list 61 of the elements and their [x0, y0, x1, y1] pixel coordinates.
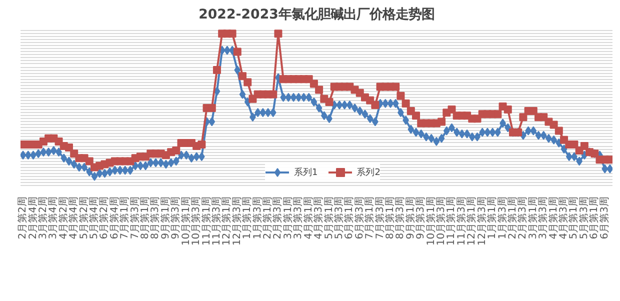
x-tick-label: 6月第3周 [598, 196, 610, 240]
x-tick-label: 10月第1周 [180, 196, 192, 246]
x-tick-label: 6月第1周 [588, 196, 600, 240]
x-tick-label: 9月第1周 [159, 196, 172, 240]
x-tick-label: 4月第1周 [302, 196, 314, 240]
x-tick-label: 11月第1周 [445, 196, 458, 246]
x-tick-label: 5月第1周 [568, 196, 580, 240]
x-tick-label: 5月第3周 [332, 196, 345, 240]
x-tick-label: 6月第1周 [343, 196, 356, 240]
x-tick-label: 3月第1周 [526, 196, 539, 240]
x-tick-label: 10月第1周 [424, 196, 437, 246]
x-tick-label: 7月第1周 [364, 196, 376, 240]
x-tick-label: 3月第4周 [47, 196, 60, 240]
x-tick-label: 12月第3周 [230, 196, 243, 246]
x-tick-label: 9月第1周 [404, 196, 416, 240]
x-tick-label: 2月第2周 [16, 196, 29, 240]
x-tick-label: 4月第1周 [547, 196, 560, 240]
x-tick-label: 11月第1周 [200, 196, 212, 246]
x-tick-label: 12月第3周 [476, 196, 488, 246]
x-tick-label: 1月第3周 [251, 196, 264, 240]
x-tick-label: 11月第3周 [210, 196, 222, 246]
x-tick-label: 2月第3周 [272, 196, 284, 240]
x-tick-label: 10月第3周 [190, 196, 202, 246]
x-tick-label: 7月第3周 [374, 196, 386, 240]
x-tick-label: 4月第3周 [558, 196, 570, 240]
x-tick-label: 8月第3周 [149, 196, 162, 240]
x-tick-label: 2月第4周 [26, 196, 39, 240]
x-tick-label: 4月第4周 [68, 196, 80, 240]
x-tick-label: 12月第1周 [220, 196, 233, 246]
x-tick-label: 7月第3周 [128, 196, 141, 240]
x-tick-label: 1月第3周 [496, 196, 508, 240]
x-tick-label: 4月第3周 [312, 196, 325, 240]
x-tick-label: 8月第1周 [139, 196, 152, 240]
x-tick-label: 12月第1周 [466, 196, 478, 246]
x-tick-label: 5月第4周 [88, 196, 100, 240]
x-tick-label: 4月第2周 [57, 196, 70, 240]
x-tick-label: 1月第1周 [241, 196, 254, 240]
x-tick-label: 3月第3周 [537, 196, 550, 240]
x-tick-label: 3月第1周 [282, 196, 294, 240]
x-tick-label: 2月第1周 [262, 196, 274, 240]
x-tick-label: 8月第3周 [394, 196, 406, 240]
x-tick-label: 8月第1周 [384, 196, 396, 240]
x-tick-label: 6月第4周 [108, 196, 120, 240]
x-tick-label: 5月第2周 [78, 196, 90, 240]
x-tick-label: 3月第3周 [292, 196, 304, 240]
x-tick-label: 1月第1周 [486, 196, 498, 240]
x-tick-label: 6月第2周 [98, 196, 110, 240]
legend-label: 系列1 [294, 166, 318, 178]
chart-title: 2022-2023年氯化胆碱出厂价格走势图 [198, 6, 434, 22]
x-tick-label: 2月第3周 [516, 196, 529, 240]
x-tick-label: 7月第1周 [118, 196, 131, 240]
x-tick-label: 2月第1周 [506, 196, 518, 240]
x-tick-label: 5月第1周 [322, 196, 335, 240]
legend-label: 系列2 [356, 166, 380, 178]
x-tick-label: 11月第3周 [455, 196, 468, 246]
x-tick-label: 10月第3周 [435, 196, 448, 246]
x-tick-label: 3月第2周 [36, 196, 49, 240]
x-tick-label: 9月第3周 [170, 196, 182, 240]
x-tick-label: 6月第3周 [353, 196, 366, 240]
x-tick-label: 9月第3周 [414, 196, 427, 240]
x-tick-label: 5月第3周 [578, 196, 590, 240]
